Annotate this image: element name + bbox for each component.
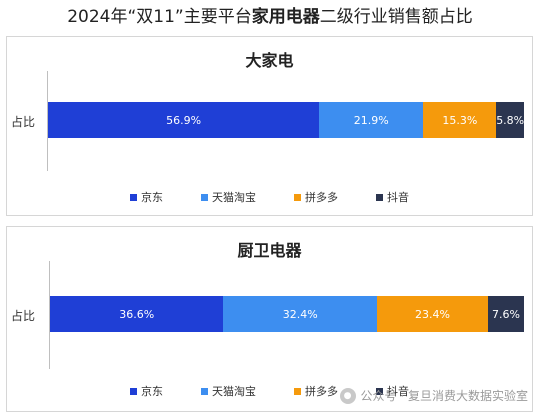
legend-item: 京东	[130, 383, 163, 399]
data-label: 36.6%	[119, 307, 155, 321]
data-label: 56.9%	[166, 113, 202, 127]
data-label: 7.6%	[491, 307, 520, 321]
legend-item: 拼多多	[294, 383, 338, 399]
legend-label: 京东	[141, 191, 163, 204]
legend-item: 天猫淘宝	[201, 189, 256, 205]
legend-swatch	[376, 193, 383, 201]
legend-label: 抖音	[387, 385, 409, 398]
legend-item: 天猫淘宝	[201, 383, 256, 399]
bar-segment: 15.3%	[423, 102, 497, 138]
title-prefix: 2024年“双11”主要平台	[67, 7, 252, 27]
category-axis	[47, 71, 48, 171]
category-axis	[49, 261, 50, 369]
bar-segment: 7.6%	[487, 296, 524, 332]
legend-swatch	[130, 387, 137, 395]
category-label: 占比	[11, 309, 36, 323]
bar-segment: 36.6%	[50, 296, 224, 332]
watermark-text: 公众号 · 复旦消费大数据实验室	[360, 389, 528, 403]
legend-label: 天猫淘宝	[212, 385, 256, 398]
legend-swatch	[130, 193, 137, 201]
legend-label: 抖音	[387, 191, 409, 204]
page-title: 2024年“双11”主要平台家用电器二级行业销售额占比	[0, 0, 540, 34]
chart-panel-major-appliances: 大家电 占比 56.9% 21.9% 15.3% 5.8% 京东 天猫淘宝 拼多多 抖音	[6, 36, 533, 216]
data-label: 5.8%	[496, 113, 524, 127]
data-label: 15.3%	[442, 113, 478, 127]
legend-swatch	[294, 193, 301, 201]
bar-segment: 32.4%	[223, 296, 378, 332]
legend-swatch	[201, 387, 208, 395]
legend-item: 抖音	[376, 189, 409, 205]
legend-label: 天猫淘宝	[212, 191, 256, 204]
data-label: 21.9%	[353, 113, 389, 127]
stacked-bar: 56.9% 21.9% 15.3% 5.8%	[48, 102, 524, 138]
legend-swatch	[294, 387, 301, 395]
legend-label: 拼多多	[305, 191, 338, 204]
legend-item: 京东	[130, 189, 163, 205]
chart-title: 大家电	[245, 51, 294, 70]
stacked-bar: 36.6% 32.4% 23.4% 7.6%	[50, 296, 524, 332]
legend-swatch	[376, 387, 383, 395]
legend-item: 抖音	[376, 383, 409, 399]
bar-segment: 56.9%	[48, 102, 320, 138]
chart-title: 厨卫电器	[237, 241, 302, 260]
data-label: 23.4%	[415, 307, 450, 321]
legend-item: 拼多多	[294, 189, 338, 205]
legend-label: 京东	[141, 385, 163, 398]
category-label: 占比	[11, 115, 36, 129]
legend: 京东 天猫淘宝 拼多多 抖音	[7, 383, 532, 399]
bar-segment: 23.4%	[377, 296, 488, 332]
title-suffix: 二级行业销售额占比	[319, 7, 473, 27]
legend: 京东 天猫淘宝 拼多多 抖音	[7, 189, 532, 205]
watermark: ● 公众号 · 复旦消费大数据实验室	[339, 387, 528, 404]
title-emphasis: 家用电器	[251, 7, 320, 27]
wechat-icon: ●	[339, 387, 356, 404]
legend-swatch	[201, 193, 208, 201]
bar-segment: 5.8%	[496, 102, 524, 138]
data-label: 32.4%	[282, 307, 318, 321]
chart-panel-kitchen-bath-appliances: 厨卫电器 占比 36.6% 32.4% 23.4% 7.6% 京东 天猫淘宝 拼多多 抖音	[6, 226, 533, 412]
legend-label: 拼多多	[305, 385, 338, 398]
bar-segment: 21.9%	[319, 102, 424, 138]
